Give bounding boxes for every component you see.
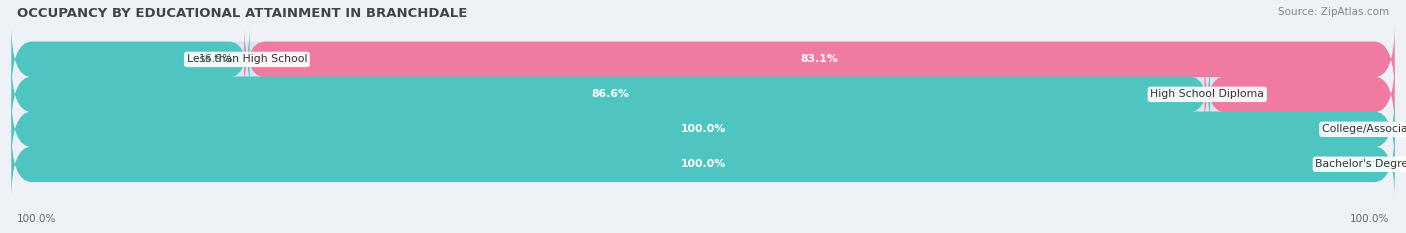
FancyBboxPatch shape <box>245 25 1395 94</box>
Text: 100.0%: 100.0% <box>17 214 56 224</box>
FancyBboxPatch shape <box>11 95 1395 164</box>
Text: High School Diploma: High School Diploma <box>1150 89 1264 99</box>
FancyBboxPatch shape <box>11 25 250 94</box>
Text: 100.0%: 100.0% <box>1350 214 1389 224</box>
Legend: Owner-occupied, Renter-occupied: Owner-occupied, Renter-occupied <box>575 230 831 233</box>
Text: OCCUPANCY BY EDUCATIONAL ATTAINMENT IN BRANCHDALE: OCCUPANCY BY EDUCATIONAL ATTAINMENT IN B… <box>17 7 467 20</box>
Text: 100.0%: 100.0% <box>681 124 725 134</box>
Text: Source: ZipAtlas.com: Source: ZipAtlas.com <box>1278 7 1389 17</box>
FancyBboxPatch shape <box>11 130 1395 199</box>
Text: 83.1%: 83.1% <box>800 55 838 64</box>
Text: College/Associate Degree: College/Associate Degree <box>1322 124 1406 134</box>
FancyBboxPatch shape <box>11 60 1395 129</box>
FancyBboxPatch shape <box>1205 60 1395 129</box>
Text: 86.6%: 86.6% <box>592 89 630 99</box>
FancyBboxPatch shape <box>11 130 1395 199</box>
Text: Bachelor's Degree or higher: Bachelor's Degree or higher <box>1316 159 1406 169</box>
Text: 16.9%: 16.9% <box>198 55 233 64</box>
FancyBboxPatch shape <box>11 25 1395 94</box>
Text: 100.0%: 100.0% <box>681 159 725 169</box>
FancyBboxPatch shape <box>11 60 1211 129</box>
FancyBboxPatch shape <box>11 95 1395 164</box>
Text: Less than High School: Less than High School <box>187 55 307 64</box>
